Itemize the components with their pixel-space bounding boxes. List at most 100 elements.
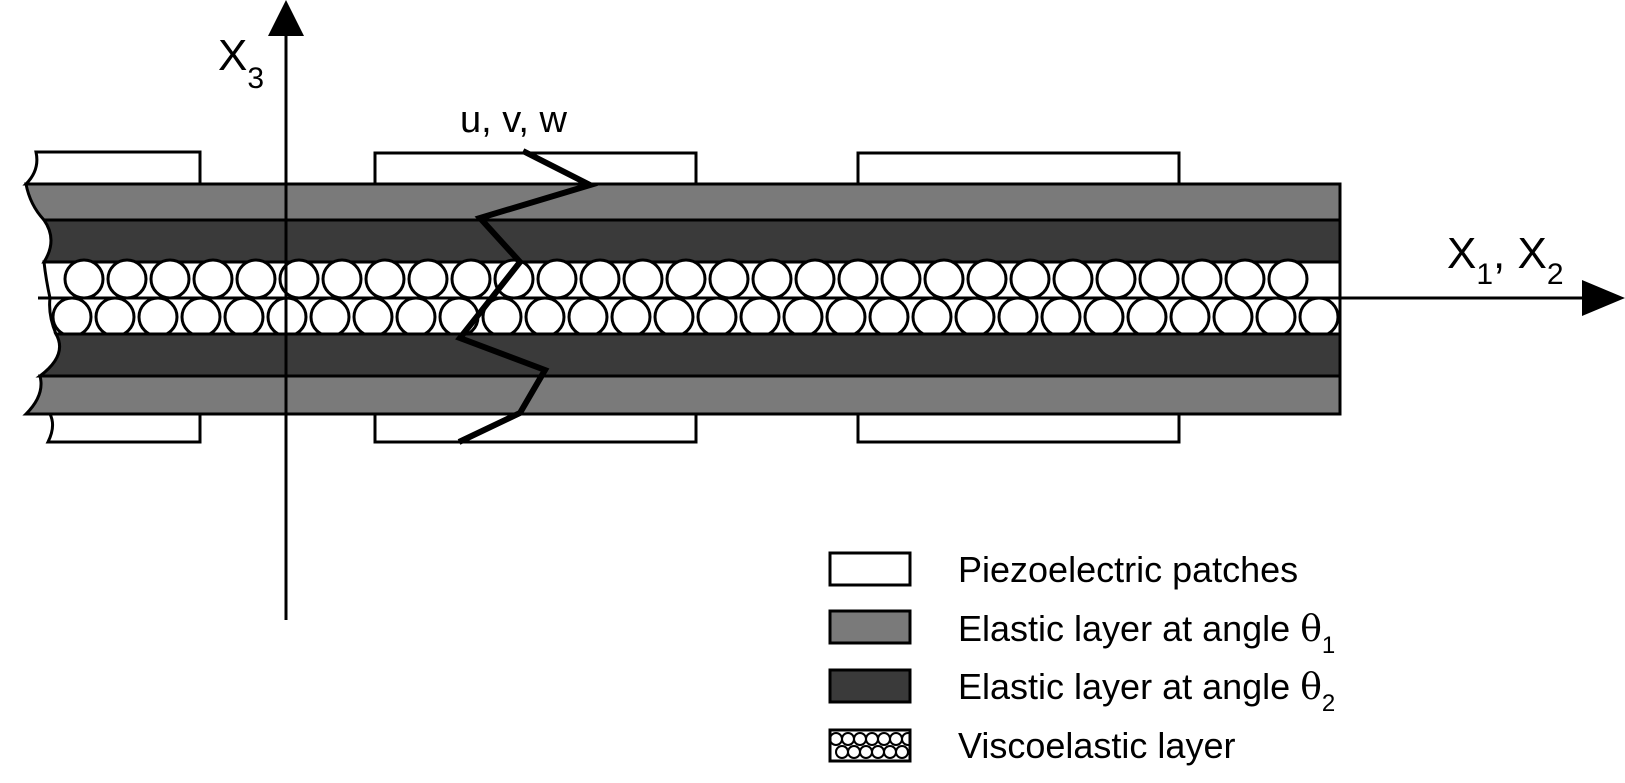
viscoelastic-bead xyxy=(708,258,750,300)
viscoelastic-bead xyxy=(889,732,903,746)
legend-label-elastic-theta1: Elastic layer at angle θ1 xyxy=(958,608,1335,659)
viscoelastic-bead xyxy=(223,296,265,334)
viscoelastic-bead xyxy=(352,296,394,334)
viscoelastic-bead xyxy=(94,296,136,334)
displacement-label: u, v, w xyxy=(460,99,568,141)
viscoelastic-bead xyxy=(794,258,836,300)
x1-arrowhead-icon xyxy=(1582,280,1625,316)
piezo-patch-bottom-right xyxy=(856,411,1181,444)
legend-swatch-piezoelectric xyxy=(828,551,912,587)
viscoelastic-bead xyxy=(1009,258,1051,300)
viscoelastic-bead xyxy=(739,296,781,334)
viscoelastic-bead xyxy=(1298,296,1340,334)
top-piezo-patches xyxy=(22,150,1181,186)
viscoelastic-bead xyxy=(1083,296,1125,334)
viscoelastic-bead xyxy=(1138,258,1180,300)
viscoelastic-bead xyxy=(1052,258,1094,300)
viscoelastic-bead xyxy=(966,258,1008,300)
viscoelastic-bead xyxy=(871,745,885,759)
viscoelastic-bead xyxy=(1126,296,1168,334)
viscoelastic-bead xyxy=(830,732,843,746)
viscoelastic-bead xyxy=(847,745,861,759)
viscoelastic-bead xyxy=(579,258,621,300)
viscoelastic-bead xyxy=(567,296,609,334)
viscoelastic-bead xyxy=(883,745,897,759)
viscoelastic-bead xyxy=(825,296,867,334)
viscoelastic-bead xyxy=(853,732,867,746)
viscoelastic-bead xyxy=(395,296,437,334)
viscoelastic-bead xyxy=(997,296,1039,334)
viscoelastic-bead xyxy=(407,258,449,300)
viscoelastic-bead xyxy=(610,296,652,334)
viscoelastic-bead xyxy=(837,258,879,300)
legend-item-piezoelectric-patches: Piezoelectric patches xyxy=(828,549,1298,590)
viscoelastic-bead xyxy=(841,732,855,746)
viscoelastic-bead xyxy=(1224,258,1266,300)
legend-label-elastic-theta2: Elastic layer at angle θ2 xyxy=(958,666,1335,717)
legend-item-elastic-theta1: Elastic layer at angle θ1 xyxy=(828,608,1335,659)
viscoelastic-bead xyxy=(309,296,351,334)
viscoelastic-bead xyxy=(911,296,953,334)
piezo-patch-bottom-left xyxy=(45,412,202,444)
viscoelastic-bead xyxy=(1040,296,1082,334)
legend-swatch-elastic-theta1 xyxy=(828,609,912,645)
legend-swatch-elastic-theta2 xyxy=(828,668,912,704)
viscoelastic-bead xyxy=(1255,296,1297,334)
viscoelastic-bead xyxy=(1169,296,1211,334)
viscoelastic-bead xyxy=(192,258,234,300)
viscoelastic-bead xyxy=(438,296,480,334)
viscoelastic-bead xyxy=(1267,258,1309,300)
viscoelastic-bead xyxy=(868,296,910,334)
viscoelastic-bead xyxy=(1212,296,1254,334)
viscoelastic-bead xyxy=(137,296,179,334)
viscoelastic-bead xyxy=(51,296,93,334)
elastic-layer-theta2-bottom xyxy=(35,332,1342,378)
viscoelastic-bead xyxy=(835,745,849,759)
legend-swatch-viscoelastic-circles xyxy=(830,732,910,759)
viscoelastic-bead xyxy=(1095,258,1137,300)
viscoelastic-bead xyxy=(1181,258,1223,300)
legend-item-viscoelastic: Viscoelastic layer xyxy=(828,725,1235,766)
x3-axis-label: X3 xyxy=(218,31,264,95)
x1-x2-axis: X1, X2 xyxy=(38,229,1625,316)
viscoelastic-bead xyxy=(665,258,707,300)
viscoelastic-bead xyxy=(321,258,363,300)
viscoelastic-bead xyxy=(751,258,793,300)
elastic-layer-theta2-top xyxy=(41,218,1342,264)
viscoelastic-bead xyxy=(923,258,965,300)
piezo-patch-top-right xyxy=(856,151,1181,186)
viscoelastic-bead xyxy=(524,296,566,334)
viscoelastic-bead xyxy=(235,258,277,300)
piezo-patch-bottom-middle xyxy=(373,411,698,444)
viscoelastic-bead xyxy=(63,258,105,300)
x3-arrowhead-icon xyxy=(268,0,304,36)
viscoelastic-bead xyxy=(877,732,891,746)
viscoelastic-bead xyxy=(106,258,148,300)
legend: Piezoelectric patches Elastic layer at a… xyxy=(828,549,1335,766)
displacement-zigzag-line xyxy=(455,148,599,445)
piezo-patch-top-left xyxy=(22,150,202,186)
legend-label-piezoelectric: Piezoelectric patches xyxy=(958,549,1298,590)
viscoelastic-bead xyxy=(180,296,222,334)
elastic-layer-theta1-top xyxy=(24,182,1342,222)
elastic-layer-theta1-bottom xyxy=(22,374,1342,416)
viscoelastic-bead xyxy=(149,258,191,300)
viscoelastic-bead xyxy=(880,258,922,300)
viscoelastic-bead xyxy=(622,258,664,300)
viscoelastic-bead xyxy=(859,745,873,759)
viscoelastic-bead xyxy=(901,732,910,746)
viscoelastic-bead xyxy=(865,732,879,746)
bottom-piezo-patches xyxy=(45,411,1181,444)
x3-axis: X3 xyxy=(218,0,304,620)
viscoelastic-bead xyxy=(450,258,492,300)
viscoelastic-bead xyxy=(536,258,578,300)
viscoelastic-bead xyxy=(782,296,824,334)
viscoelastic-bead xyxy=(895,745,909,759)
viscoelastic-bead xyxy=(696,296,738,334)
legend-label-viscoelastic: Viscoelastic layer xyxy=(958,725,1235,766)
displacement-profile: u, v, w xyxy=(455,99,599,445)
viscoelastic-bead xyxy=(653,296,695,334)
legend-item-elastic-theta2: Elastic layer at angle θ2 xyxy=(828,666,1335,717)
x1-x2-axis-label: X1, X2 xyxy=(1447,229,1564,291)
